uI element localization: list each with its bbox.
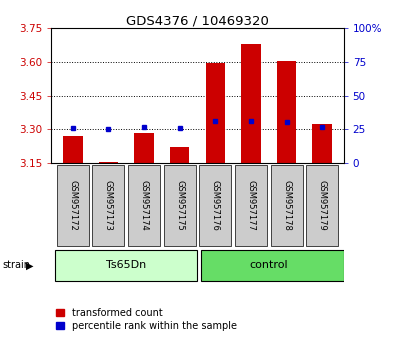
Text: strain: strain [2, 261, 30, 270]
Bar [306, 165, 338, 246]
Bar [201, 250, 344, 281]
Title: GDS4376 / 10469320: GDS4376 / 10469320 [126, 14, 269, 27]
Text: GSM957174: GSM957174 [139, 180, 149, 231]
Bar [235, 165, 267, 246]
Text: GSM957175: GSM957175 [175, 180, 184, 231]
Text: ▶: ▶ [26, 261, 33, 270]
Bar [271, 165, 303, 246]
Bar [199, 165, 231, 246]
Bar [312, 124, 332, 163]
Bar [241, 44, 261, 163]
Bar [92, 165, 124, 246]
Bar [164, 165, 196, 246]
Text: GSM957173: GSM957173 [104, 180, 113, 231]
Text: GSM957172: GSM957172 [68, 180, 77, 231]
Bar [57, 165, 89, 246]
Bar [128, 165, 160, 246]
Bar [277, 61, 296, 163]
Text: GSM957178: GSM957178 [282, 180, 291, 231]
Text: GSM957176: GSM957176 [211, 180, 220, 231]
Text: control: control [250, 261, 288, 270]
Bar [205, 63, 225, 163]
Text: GSM957179: GSM957179 [318, 180, 327, 231]
Bar [170, 147, 190, 163]
Bar [99, 162, 118, 163]
Legend: transformed count, percentile rank within the sample: transformed count, percentile rank withi… [56, 308, 237, 331]
Bar [134, 132, 154, 163]
Text: GSM957177: GSM957177 [246, 180, 256, 231]
Bar [55, 250, 198, 281]
Bar [63, 136, 83, 163]
Text: Ts65Dn: Ts65Dn [106, 261, 146, 270]
